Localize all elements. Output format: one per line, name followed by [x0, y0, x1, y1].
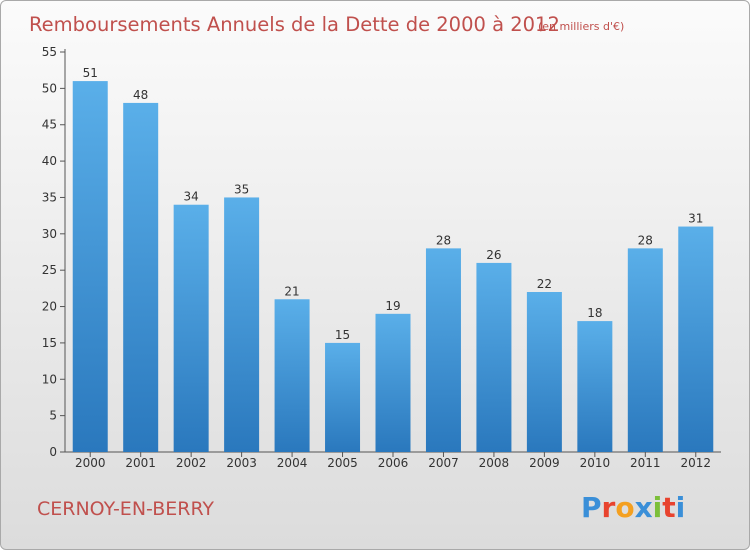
bar-value-label: 48	[133, 88, 148, 102]
x-tick-label: 2010	[580, 456, 611, 470]
y-tick-label: 15	[42, 336, 57, 350]
bar	[526, 292, 562, 452]
bar	[224, 197, 260, 452]
y-tick-label: 20	[42, 300, 57, 314]
bar	[627, 248, 663, 452]
y-tick-label: 10	[42, 372, 57, 386]
logo-letter: r	[602, 491, 616, 524]
x-tick-label: 2008	[479, 456, 510, 470]
bar-value-label: 31	[688, 212, 703, 226]
y-tick-label: 45	[42, 118, 57, 132]
x-tick-label: 2000	[75, 456, 106, 470]
y-tick-label: 5	[49, 409, 57, 423]
bar-value-label: 19	[385, 299, 400, 313]
logo-letter: x	[635, 491, 653, 524]
x-tick-label: 2004	[277, 456, 308, 470]
bar	[123, 102, 159, 452]
logo-letter: o	[615, 491, 634, 524]
logo-letter: P	[581, 491, 602, 524]
bar-value-label: 26	[486, 248, 501, 262]
chart-unit-note: (en milliers d'€)	[538, 20, 624, 33]
bar-value-label: 22	[537, 277, 552, 291]
x-tick-label: 2009	[529, 456, 560, 470]
y-tick-label: 0	[49, 445, 57, 459]
x-tick-label: 2012	[680, 456, 711, 470]
chart-title: Remboursements Annuels de la Dette de 20…	[29, 13, 560, 36]
commune-name: CERNOY-EN-BERRY	[37, 498, 214, 520]
bar	[274, 299, 310, 452]
y-tick-label: 50	[42, 81, 57, 95]
bar-value-label: 51	[83, 66, 98, 80]
bar-value-label: 15	[335, 328, 350, 342]
bar-value-label: 35	[234, 182, 249, 196]
x-tick-label: 2006	[378, 456, 409, 470]
logo-letter: i	[653, 491, 663, 524]
proxiti-logo: Proxiti	[581, 491, 685, 524]
y-tick-label: 40	[42, 154, 57, 168]
x-axis-ticks: 2000 2001 2002 2003 2004 2005 2006 2007 2008 2009…	[75, 452, 711, 470]
x-tick-label: 2001	[125, 456, 156, 470]
bar	[325, 342, 361, 452]
y-axis-ticks: 0 5 10 15 20 25 30 35 40 45 50 55	[42, 45, 65, 459]
bar-value-label: 28	[638, 233, 653, 247]
bar	[577, 321, 613, 452]
bar	[375, 313, 411, 452]
x-tick-label: 2007	[428, 456, 459, 470]
y-tick-label: 55	[42, 45, 57, 59]
bar-value-label: 18	[587, 306, 602, 320]
y-tick-label: 35	[42, 190, 57, 204]
bar	[173, 204, 209, 452]
x-tick-label: 2011	[630, 456, 661, 470]
bar-value-label: 34	[184, 190, 199, 204]
bar	[476, 262, 512, 452]
bar-series: 51 48 34 35 21 15 19 28 26 22 18 28 31	[72, 66, 714, 452]
x-tick-label: 2005	[327, 456, 358, 470]
bar-value-label: 28	[436, 233, 451, 247]
bar	[678, 226, 714, 452]
bar-value-label: 21	[284, 284, 299, 298]
x-tick-label: 2002	[176, 456, 207, 470]
logo-letter: i	[676, 491, 686, 524]
bar	[72, 81, 108, 452]
y-tick-label: 30	[42, 227, 57, 241]
y-tick-label: 25	[42, 263, 57, 277]
x-tick-label: 2003	[226, 456, 257, 470]
logo-letter: t	[662, 491, 675, 524]
bar	[425, 248, 461, 452]
